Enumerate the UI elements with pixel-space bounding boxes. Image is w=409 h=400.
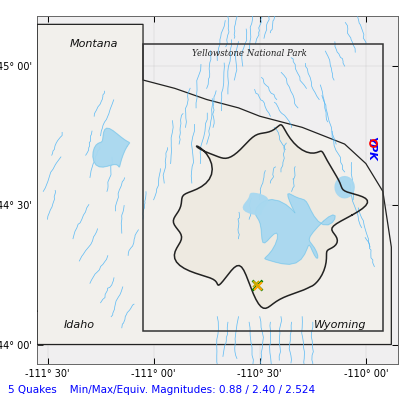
Polygon shape (255, 194, 334, 264)
Text: Montana: Montana (70, 39, 118, 49)
Polygon shape (173, 125, 366, 308)
Polygon shape (243, 193, 267, 214)
Polygon shape (93, 128, 129, 167)
Text: 5 Quakes    Min/Max/Equiv. Magnitudes: 0.88 / 2.40 / 2.524: 5 Quakes Min/Max/Equiv. Magnitudes: 0.88… (8, 385, 315, 395)
Text: Idaho: Idaho (64, 320, 94, 330)
Text: Wyoming: Wyoming (313, 320, 366, 330)
Text: Yellowstone National Park: Yellowstone National Park (191, 49, 306, 58)
Bar (143, 44, 382, 330)
Polygon shape (334, 177, 353, 198)
Polygon shape (37, 24, 390, 344)
Text: YPK: YPK (365, 136, 375, 161)
